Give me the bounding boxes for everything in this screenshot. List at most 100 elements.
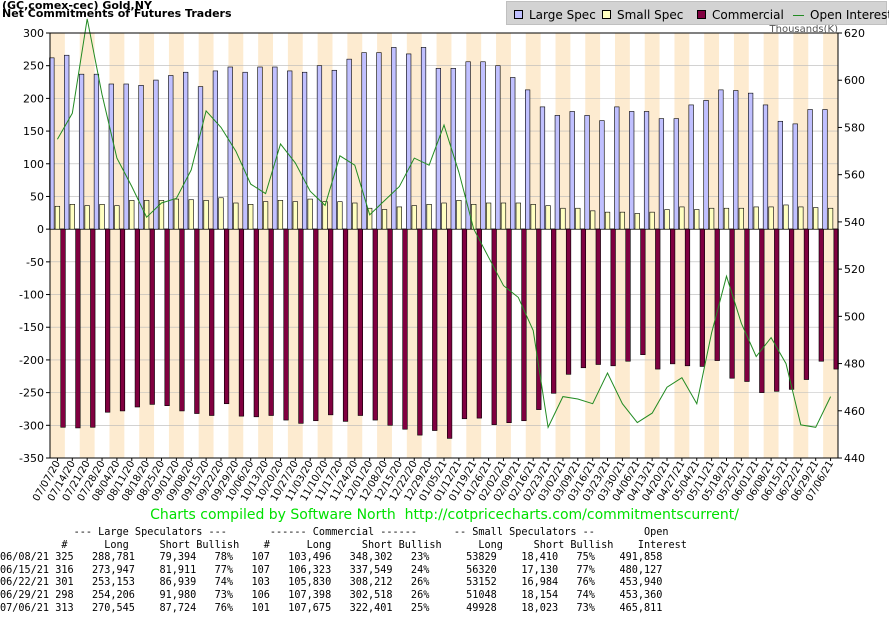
left-tick-label: -100 (19, 289, 44, 302)
large-spec-bar (138, 85, 144, 230)
right-tick-label: 440 (844, 452, 865, 465)
commercial-bar (238, 228, 245, 417)
commercial-bar (476, 228, 482, 419)
large-spec-bar (822, 109, 828, 230)
small-spec-bar (545, 205, 551, 230)
small-spec-bar (69, 204, 75, 230)
x-axis-ticks: 07/07/2007/14/2007/21/2007/28/2008/04/20… (31, 458, 836, 503)
large-spec-bar (643, 111, 650, 230)
small-spec-bar (649, 211, 655, 230)
large-spec-bar (316, 65, 323, 230)
commercial-bar (506, 228, 512, 423)
small-spec-bar (129, 200, 135, 230)
large-spec-bar (658, 118, 665, 230)
left-tick-label: -250 (19, 387, 44, 400)
commercial-bar (164, 228, 170, 406)
legend-item-open-interest: Open Interest (793, 8, 889, 22)
small-spec-bar (486, 202, 492, 230)
large-spec-bar (688, 104, 694, 230)
commercial-bar (194, 228, 200, 414)
table-header-1: --- Large Speculators --- ------ Commerc… (0, 527, 669, 538)
commercial-bar (432, 228, 438, 431)
small-spec-bar (307, 198, 313, 230)
small-spec-bar (381, 209, 388, 230)
legend-label: Commercial (712, 8, 784, 22)
commercial-bar (491, 228, 497, 425)
right-tick-label: 600 (844, 74, 865, 87)
right-tick-label: 580 (844, 121, 865, 134)
small-spec-bar (173, 198, 179, 230)
commercial-bar (759, 228, 765, 393)
small-spec-bar (248, 204, 254, 230)
legend-line-open-interest (793, 15, 804, 16)
commercial-bar (446, 228, 453, 439)
small-spec-bar (709, 207, 715, 230)
commercial-bar (521, 228, 527, 422)
commercial-bar (610, 228, 616, 367)
large-spec-bar (569, 111, 575, 230)
small-spec-bar (471, 204, 477, 230)
large-spec-bar (391, 47, 397, 230)
small-spec-bar (54, 205, 61, 230)
small-spec-bar (411, 205, 417, 230)
right-tick-label: 620 (844, 27, 865, 40)
commercial-bar (580, 228, 587, 369)
small-spec-bar (426, 204, 432, 230)
left-tick-label: -50 (26, 256, 44, 269)
large-spec-bar (346, 58, 352, 230)
commercial-bar (595, 228, 601, 365)
small-spec-bar (233, 202, 239, 230)
legend-swatch-large-spec (514, 10, 523, 19)
cot-chart: -350 -300 -250 -200 -150 -100 -50 0 50 100 150 200 2… (19, 18, 865, 503)
small-spec-bar (367, 207, 373, 230)
commercial-bar (729, 228, 735, 379)
small-spec-bar (575, 207, 581, 230)
large-spec-bar (242, 71, 248, 230)
large-spec-bar (807, 109, 813, 230)
large-spec-bar (287, 70, 293, 230)
commercial-bar (625, 228, 631, 362)
table-row: 06/29/21 298 254,206 91,980 73% 106 107,… (0, 589, 663, 601)
large-spec-bar (227, 66, 233, 230)
left-tick-label: 300 (23, 27, 44, 40)
commercial-bar (149, 228, 155, 405)
large-spec-bar (376, 52, 382, 230)
commercial-bar (209, 228, 215, 416)
commercial-bar (105, 228, 111, 413)
large-spec-bar (108, 83, 114, 230)
small-spec-bar (619, 211, 626, 230)
legend-label: Large Spec (529, 8, 596, 22)
large-spec-bar (539, 106, 546, 230)
large-spec-bar (272, 66, 278, 230)
large-spec-bar (183, 71, 189, 230)
left-tick-label: 100 (23, 158, 44, 171)
small-spec-bar (203, 200, 209, 230)
large-spec-bar (614, 106, 620, 230)
small-spec-bar (500, 202, 507, 230)
commercial-bar (372, 228, 378, 421)
large-spec-bar (301, 71, 308, 230)
left-tick-label: 50 (30, 190, 44, 203)
small-spec-bar (753, 206, 759, 230)
small-spec-bar (664, 209, 670, 230)
commercial-bar (655, 228, 661, 370)
small-spec-bar (679, 206, 685, 230)
commercial-bar (417, 228, 423, 436)
commercial-bar (684, 228, 691, 367)
large-spec-bar (361, 52, 367, 230)
legend-item-commercial: Commercial (697, 8, 784, 22)
large-spec-bar (465, 61, 471, 230)
small-spec-bar (337, 201, 343, 230)
small-spec-bar (590, 210, 596, 230)
commercial-bar (75, 228, 81, 429)
small-spec-bar (114, 205, 120, 230)
small-spec-bar (84, 205, 90, 230)
small-spec-bar (723, 207, 730, 230)
commercial-bar (744, 228, 750, 382)
right-axis-ticks: 440 460 480 500 520 540 560 580 600 620 (838, 27, 865, 465)
commercial-bar (640, 228, 646, 355)
large-spec-bar (777, 120, 783, 230)
small-spec-bar (530, 204, 536, 230)
cot-table: --- Large Speculators --- ------ Commerc… (0, 527, 687, 615)
small-spec-bar (396, 206, 402, 230)
